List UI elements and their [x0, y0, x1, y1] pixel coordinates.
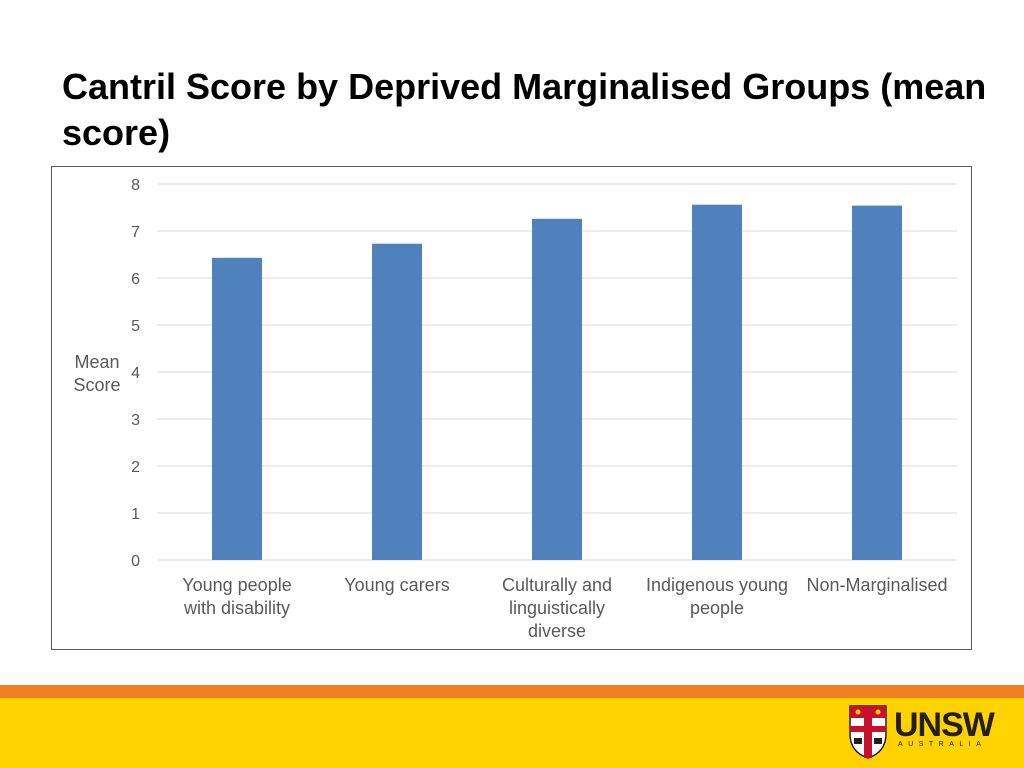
- category-label-line: Young people: [182, 575, 291, 595]
- category-label-line: Indigenous young: [646, 575, 788, 595]
- bar: [212, 257, 262, 560]
- y-tick-label: 2: [131, 459, 140, 476]
- y-tick-label: 4: [131, 365, 140, 382]
- category-label: Young people with disability: [182, 575, 291, 618]
- category-label: Non-Marginalised: [806, 575, 947, 595]
- y-axis-label-line: Score: [73, 375, 120, 395]
- y-tick-label: 8: [131, 177, 140, 194]
- category-label-line: diverse: [528, 621, 586, 641]
- y-axis-label: Mean Score: [73, 352, 120, 395]
- bar: [532, 218, 582, 560]
- unsw-logo: UNSW AUSTRALIA: [848, 704, 1000, 762]
- category-label-line: Culturally and: [502, 575, 612, 595]
- category-label-line: with disability: [183, 598, 290, 618]
- category-label-line: people: [690, 598, 744, 618]
- y-tick-labels: 0 1 2 3 4 5 6 7 8: [131, 177, 140, 570]
- y-tick-label: 5: [131, 318, 140, 335]
- bar: [852, 205, 902, 560]
- logo-wordmark: UNSW: [894, 706, 995, 744]
- category-label-line: Non-Marginalised: [806, 575, 947, 595]
- category-label-line: linguistically: [509, 598, 605, 618]
- y-tick-label: 7: [131, 224, 140, 241]
- category-labels: Young people with disability Young carers C…: [182, 575, 947, 641]
- category-label: Culturally and linguistically diverse: [502, 575, 612, 641]
- y-tick-label: 6: [131, 271, 140, 288]
- unsw-crest-icon: [849, 705, 887, 759]
- y-tick-label: 3: [131, 412, 140, 429]
- bar: [372, 243, 422, 560]
- footer-orange-stripe: [0, 685, 1024, 698]
- chart-frame: [51, 166, 972, 650]
- page-title: Cantril Score by Deprived Marginalised G…: [62, 66, 987, 153]
- bars: [212, 204, 902, 560]
- y-axis-label-line: Mean: [74, 352, 119, 372]
- category-label: Indigenous young people: [646, 575, 788, 618]
- y-tick-label: 1: [131, 506, 140, 523]
- y-tick-label: 0: [131, 553, 140, 570]
- category-label-line: Young carers: [344, 575, 449, 595]
- bar: [692, 204, 742, 560]
- logo-subtitle: AUSTRALIA: [898, 741, 987, 748]
- category-label: Young carers: [344, 575, 449, 595]
